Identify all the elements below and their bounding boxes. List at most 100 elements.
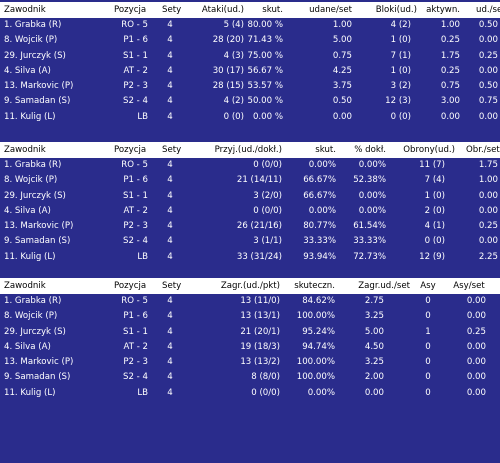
table-row[interactable]: 13. Markovic (P) P2 - 3 4 28 (15) 53.57 % 3.7… xyxy=(0,79,500,94)
col-serves-per-set: Zagr.ud./set xyxy=(358,281,410,291)
table-row[interactable]: 29. Jurczyk (S) S1 - 1 4 3 (2/0) 66.67% 0.00%… xyxy=(0,189,500,204)
cell-blocks-per-set: 0.25 xyxy=(478,50,498,61)
table-row[interactable]: 4. Silva (A) AT - 2 4 30 (17) 56.67 % 4.25 1 (… xyxy=(0,64,500,79)
cell-position: AT - 2 xyxy=(123,65,149,76)
cell-player-name: 29. Jurczyk (S) xyxy=(4,190,66,201)
reception-table-header: Zawodnik Pozycja Sety Przyj.(ud./dokł.) … xyxy=(0,142,500,158)
cell-position: P2 - 3 xyxy=(123,357,148,368)
cell-aces-per-set: 0.00 xyxy=(466,311,486,322)
cell-attacks: 4 (2) xyxy=(223,96,244,107)
cell-activity: 0.25 xyxy=(440,35,460,46)
cell-sets: 4 xyxy=(167,96,173,107)
cell-player-name: 11. Kulig (L) xyxy=(4,251,56,262)
table-row[interactable]: 8. Wojcik (P) P1 - 6 4 28 (20) 71.43 % 5.00 1 … xyxy=(0,33,500,48)
cell-digs: 11 (7) xyxy=(419,160,445,170)
table-row[interactable]: 9. Samadan (S) S2 - 4 4 4 (2) 50.00 % 0.50 12 … xyxy=(0,94,500,109)
cell-aces-per-set: 0.00 xyxy=(466,296,486,306)
cell-player-name: 8. Wojcik (P) xyxy=(4,175,58,186)
cell-accuracy: 0.00% xyxy=(358,160,386,170)
cell-position: S2 - 4 xyxy=(123,236,148,247)
table-row[interactable]: 4. Silva (A) AT - 2 4 19 (18/3) 94.74% 4.50 0 0… xyxy=(0,340,500,355)
cell-activity: 0.25 xyxy=(440,65,460,76)
table-row[interactable]: 11. Kulig (L) LB 4 0 (0/0) 0.00% 0.00 0 0.00 xyxy=(0,386,500,401)
cell-sets: 4 xyxy=(167,81,173,92)
cell-sets: 4 xyxy=(167,387,173,398)
cell-digs-per-set: 2.25 xyxy=(478,251,498,262)
cell-blocks-per-set: 0.50 xyxy=(478,20,498,30)
cell-attack-efficiency: 50.00 % xyxy=(247,96,284,107)
col-sets: Sety xyxy=(162,281,182,291)
col-aces-per-set: Asy/set xyxy=(453,281,485,291)
col-position: Pozycja xyxy=(114,281,147,291)
table-row[interactable]: 1. Grabka (R) RO - 5 4 0 (0/0) 0.00% 0.00% 11 … xyxy=(0,158,500,173)
cell-serves-per-set: 2.00 xyxy=(364,372,384,383)
cell-position: P2 - 3 xyxy=(123,221,148,232)
attack-stats-table: Zawodnik Pozycja Sety Ataki(ud.) skut. u… xyxy=(0,2,500,125)
cell-serves: 13 (13/1) xyxy=(240,311,280,322)
cell-sets: 4 xyxy=(167,20,173,30)
table-row[interactable]: 8. Wojcik (P) P1 - 6 4 21 (14/11) 66.67% 52.3… xyxy=(0,173,500,188)
cell-attacks: 28 (20) xyxy=(212,35,244,46)
cell-player-name: 29. Jurczyk (S) xyxy=(4,326,66,337)
cell-receptions: 33 (31/24) xyxy=(236,251,282,262)
table-row[interactable]: 9. Samadan (S) S2 - 4 4 8 (8/0) 100.00% 2.00 0… xyxy=(0,370,500,385)
cell-activity: 1.00 xyxy=(440,20,460,30)
cell-player-name: 8. Wojcik (P) xyxy=(4,311,58,322)
cell-serves: 21 (20/1) xyxy=(240,326,280,337)
cell-serves-per-set: 3.25 xyxy=(364,311,384,322)
cell-position: RO - 5 xyxy=(121,20,148,30)
cell-reception-efficiency: 33.33% xyxy=(303,236,336,247)
cell-player-name: 9. Samadan (S) xyxy=(4,96,71,107)
table-row[interactable]: 1. Grabka (R) RO - 5 4 5 (4) 80.00 % 1.00 4 (2… xyxy=(0,18,500,33)
table-row[interactable]: 11. Kulig (L) LB 4 0 (0) 0.00 % 0.00 0 (0) 0.00… xyxy=(0,110,500,125)
cell-serves: 19 (18/3) xyxy=(240,341,280,352)
cell-activity: 1.75 xyxy=(440,50,460,61)
cell-digs-per-set: 0.00 xyxy=(478,236,498,247)
cell-player-name: 9. Samadan (S) xyxy=(4,372,71,383)
table-row[interactable]: 1. Grabka (R) RO - 5 4 13 (11/0) 84.62% 2.75 0… xyxy=(0,294,500,309)
cell-aces: 0 xyxy=(425,311,431,322)
cell-position: P1 - 6 xyxy=(123,175,148,186)
cell-serve-efficiency: 100.00% xyxy=(296,357,335,368)
cell-blocks-per-set: 0.00 xyxy=(478,65,498,76)
cell-receptions: 3 (1/1) xyxy=(253,236,282,247)
cell-position: P1 - 6 xyxy=(123,311,148,322)
table-row[interactable]: 13. Markovic (P) P2 - 3 4 13 (13/2) 100.00% 3… xyxy=(0,355,500,370)
cell-blocks-per-set: 0.50 xyxy=(478,81,498,92)
cell-aces: 0 xyxy=(425,387,431,398)
cell-attacks: 5 (4) xyxy=(223,20,244,30)
cell-reception-efficiency: 66.67% xyxy=(303,175,336,186)
cell-digs: 2 (0) xyxy=(424,205,445,216)
table-row[interactable]: 13. Markovic (P) P2 - 3 4 26 (21/16) 80.77% 6… xyxy=(0,219,500,234)
cell-attack-efficiency: 0.00 % xyxy=(252,111,283,122)
cell-sets: 4 xyxy=(167,251,173,262)
cell-serves-per-set: 2.75 xyxy=(364,296,384,306)
cell-attack-efficiency: 53.57 % xyxy=(247,81,284,92)
table-row[interactable]: 4. Silva (A) AT - 2 4 0 (0/0) 0.00% 0.00% 2 (0… xyxy=(0,204,500,219)
table-row[interactable]: 8. Wojcik (P) P1 - 6 4 13 (13/1) 100.00% 3.25… xyxy=(0,309,500,324)
cell-position: S1 - 1 xyxy=(123,326,148,337)
cell-serves: 13 (11/0) xyxy=(240,296,280,306)
cell-sets: 4 xyxy=(167,175,173,186)
col-receptions: Przyj.(ud./dokł.) xyxy=(214,145,282,155)
cell-successful-per-set: 3.75 xyxy=(332,81,352,92)
table-row[interactable]: 29. Jurczyk (S) S1 - 1 4 21 (20/1) 95.24% 5.0… xyxy=(0,325,500,340)
cell-aces-per-set: 0.00 xyxy=(466,357,486,368)
cell-blocks: 4 (2) xyxy=(390,20,411,30)
cell-position: S1 - 1 xyxy=(123,190,148,201)
cell-blocks: 1 (0) xyxy=(390,35,411,46)
cell-serve-efficiency: 100.00% xyxy=(296,311,335,322)
cell-successful-per-set: 1.00 xyxy=(332,20,352,30)
table-row[interactable]: 9. Samadan (S) S2 - 4 4 3 (1/1) 33.33% 33.33%… xyxy=(0,234,500,249)
cell-activity: 0.00 xyxy=(440,111,460,122)
table-row[interactable]: 11. Kulig (L) LB 4 33 (31/24) 93.94% 72.73% 12… xyxy=(0,250,500,265)
cell-position: P1 - 6 xyxy=(123,35,148,46)
cell-successful-per-set: 0.50 xyxy=(332,96,352,107)
cell-position: LB xyxy=(137,111,148,122)
cell-serve-efficiency: 84.62% xyxy=(302,296,335,306)
col-aces: Asy xyxy=(420,281,436,291)
serve-stats-table: Zawodnik Pozycja Sety Zagr.(ud./pkt) sku… xyxy=(0,278,500,401)
cell-serve-efficiency: 94.74% xyxy=(302,341,335,352)
cell-blocks-per-set: 0.00 xyxy=(478,111,498,122)
table-row[interactable]: 29. Jurczyk (S) S1 - 1 4 4 (3) 75.00 % 0.75 7 … xyxy=(0,49,500,64)
